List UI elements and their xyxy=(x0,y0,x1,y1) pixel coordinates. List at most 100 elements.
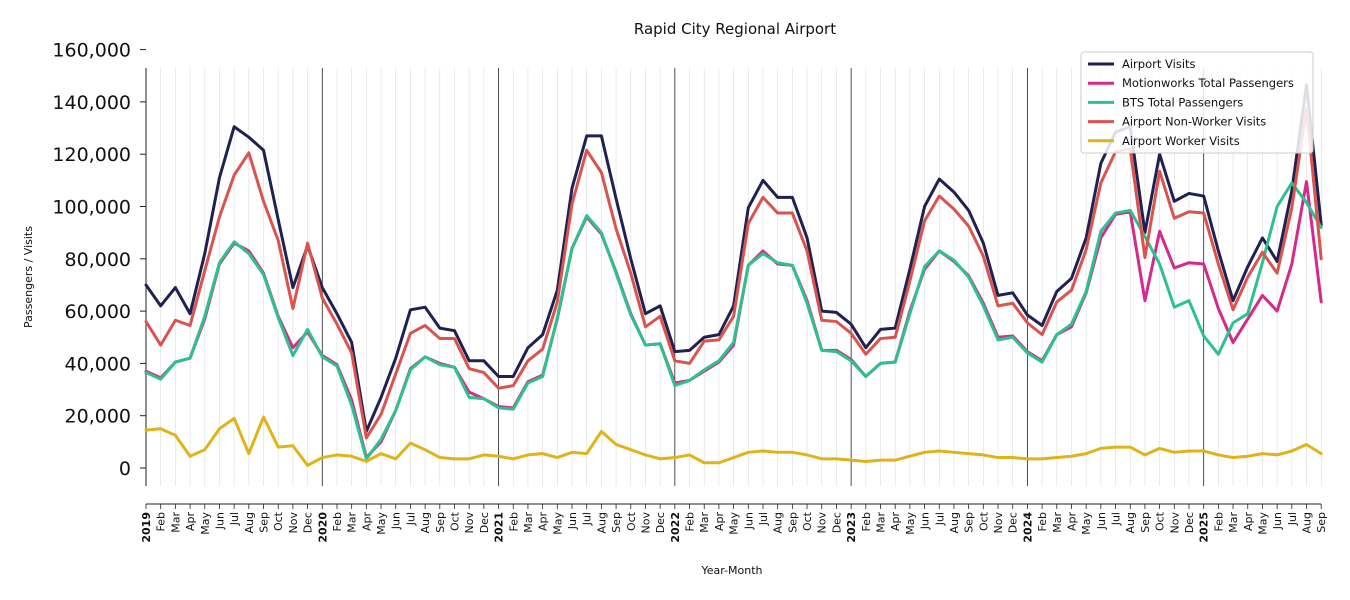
x-month-label: Apr xyxy=(537,512,550,532)
x-month-label: Sep xyxy=(1139,512,1152,533)
x-month-label: Mar xyxy=(522,512,535,533)
x-month-label: May xyxy=(728,512,741,535)
x-month-label: Aug xyxy=(595,512,608,533)
x-axis: 2019 Feb Mar Apr May Jun Jul Aug Sep Oct Nov Dec 202… xyxy=(140,503,1328,543)
x-month-label: Jun xyxy=(742,512,755,530)
x-year-label: 2024 xyxy=(1021,512,1034,543)
series-line-3 xyxy=(144,181,1323,461)
x-year-label: 2023 xyxy=(845,512,858,543)
series-line-5 xyxy=(144,415,1323,467)
x-month-label: Feb xyxy=(860,512,873,531)
x-month-label: Jun xyxy=(213,512,226,530)
x-month-label: Sep xyxy=(963,512,976,533)
x-month-label: Dec xyxy=(830,512,843,533)
y-tick-label: 40,000 xyxy=(65,353,131,375)
x-month-label: Oct xyxy=(977,511,990,531)
x-month-label: Jul xyxy=(1110,512,1123,526)
x-month-label: May xyxy=(904,512,917,535)
x-month-label: Sep xyxy=(1315,512,1328,533)
x-month-label: Sep xyxy=(434,512,447,533)
x-month-label: Feb xyxy=(1212,512,1225,531)
legend-label: Airport Worker Visits xyxy=(1122,134,1240,148)
x-month-label: Nov xyxy=(816,512,829,534)
legend-label: Motionworks Total Passengers xyxy=(1122,76,1294,90)
x-month-label: Jun xyxy=(1095,512,1108,530)
y-tick-label: 0 xyxy=(119,458,131,480)
x-month-label: Jul xyxy=(1286,512,1299,526)
x-year-label: 2022 xyxy=(669,512,682,543)
x-month-label: Mar xyxy=(698,512,711,533)
y-tick-label: 100,000 xyxy=(52,197,131,219)
x-axis-label: Year-Month xyxy=(700,564,762,577)
y-tick-label: 120,000 xyxy=(52,144,131,166)
y-axis-label: Passengers / Visits xyxy=(22,226,35,328)
x-month-label: Aug xyxy=(948,512,961,533)
x-month-label: Mar xyxy=(1051,512,1064,533)
x-month-label: Feb xyxy=(155,512,168,531)
y-tick-label: 20,000 xyxy=(65,406,131,428)
x-month-label: Mar xyxy=(169,512,182,533)
x-month-label: Nov xyxy=(639,512,652,534)
x-month-label: Jun xyxy=(566,512,579,530)
x-month-label: Feb xyxy=(684,512,697,531)
x-month-label: Jun xyxy=(919,512,932,530)
y-axis: 0 20,000 40,000 60,000 80,000 100,000 120,000 1… xyxy=(52,40,147,486)
x-month-label: Nov xyxy=(1168,512,1181,534)
x-month-label: Jul xyxy=(228,512,241,526)
x-month-label: Feb xyxy=(507,512,520,531)
x-month-label: Dec xyxy=(1007,512,1020,533)
x-year-label: 2020 xyxy=(316,512,329,543)
chart-title: Rapid City Regional Airport xyxy=(634,20,836,38)
x-month-label: Sep xyxy=(258,512,271,533)
x-month-label: Nov xyxy=(992,512,1005,534)
x-month-label: Nov xyxy=(287,512,300,534)
x-month-label: Jul xyxy=(581,512,594,526)
x-month-label: Apr xyxy=(184,512,197,532)
legend-frame xyxy=(1080,51,1314,154)
chart-legend: Airport Visits Motionworks Total Passenge… xyxy=(1080,51,1314,154)
x-month-label: Oct xyxy=(448,511,461,531)
x-month-label: Feb xyxy=(331,512,344,531)
x-month-label: Mar xyxy=(875,512,888,533)
y-tick-label: 60,000 xyxy=(65,301,131,323)
x-month-label: Sep xyxy=(786,512,799,533)
x-month-label: Apr xyxy=(1242,512,1255,532)
y-tick-label: 160,000 xyxy=(52,40,131,62)
x-month-label: Apr xyxy=(889,512,902,532)
x-month-label: Oct xyxy=(1154,511,1167,531)
x-year-label: 2019 xyxy=(140,512,153,543)
x-month-label: Jul xyxy=(757,512,770,526)
x-month-label: Dec xyxy=(478,512,491,533)
x-month-label: Mar xyxy=(346,512,359,533)
x-year-label: 2021 xyxy=(493,512,506,543)
x-month-label: Jun xyxy=(1271,512,1284,530)
x-month-label: Feb xyxy=(1036,512,1049,531)
x-month-label: May xyxy=(1080,512,1093,535)
x-month-label: Dec xyxy=(654,512,667,533)
x-month-label: Jul xyxy=(933,512,946,526)
x-month-label: Dec xyxy=(1183,512,1196,533)
legend-label: BTS Total Passengers xyxy=(1122,95,1243,109)
x-month-label: Mar xyxy=(1227,512,1240,533)
legend-label: Airport Non-Worker Visits xyxy=(1122,115,1266,129)
x-month-label: Apr xyxy=(360,512,373,532)
legend-label: Airport Visits xyxy=(1122,57,1196,71)
x-month-label: Aug xyxy=(772,512,785,533)
x-month-label: May xyxy=(199,512,212,535)
x-month-label: May xyxy=(551,512,564,535)
x-month-label: Nov xyxy=(463,512,476,534)
x-month-label: Aug xyxy=(243,512,256,533)
x-month-label: Aug xyxy=(1301,512,1314,533)
x-month-label: Apr xyxy=(713,512,726,532)
x-month-label: Oct xyxy=(625,511,638,531)
x-month-label: Jun xyxy=(390,512,403,530)
x-month-label: Oct xyxy=(272,511,285,531)
x-month-label: May xyxy=(375,512,388,535)
x-month-label: May xyxy=(1256,512,1269,535)
x-month-label: Apr xyxy=(1065,512,1078,532)
x-month-label: Dec xyxy=(302,512,315,533)
x-month-label: Oct xyxy=(801,511,814,531)
x-month-label: Aug xyxy=(1124,512,1137,533)
x-month-label: Aug xyxy=(419,512,432,533)
